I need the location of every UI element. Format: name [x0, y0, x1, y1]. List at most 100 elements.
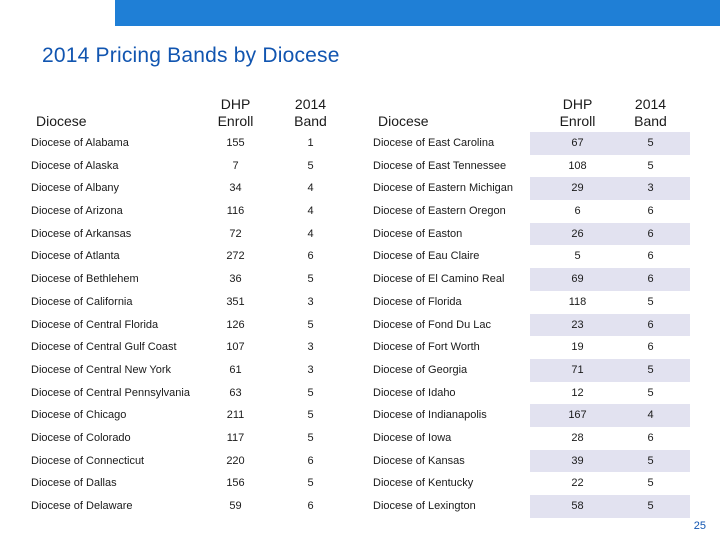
row-shading	[530, 404, 690, 427]
row-shading	[530, 336, 690, 359]
row-shading	[530, 222, 690, 246]
table-row: Diocese of Florida 118 5	[370, 290, 700, 314]
enroll-cell: 107	[226, 341, 245, 354]
band-cell: 5	[307, 409, 314, 422]
enroll-cell: 126	[226, 318, 245, 331]
enroll-cell: 29	[571, 182, 584, 195]
row-shading	[530, 381, 690, 405]
diocese-name-cell: Diocese of Fond Du Lac	[373, 318, 492, 331]
row-shading	[530, 154, 690, 178]
enroll-cell: 72	[229, 227, 242, 240]
row-shading	[530, 290, 690, 314]
enroll-cell: 155	[226, 137, 245, 149]
table-row: Diocese of Central Florida 126 5	[28, 314, 348, 337]
diocese-name-cell: Diocese of Dallas	[31, 477, 117, 490]
diocese-name-cell: Diocese of Arkansas	[31, 227, 132, 240]
enroll-cell: 71	[571, 363, 584, 376]
band-cell: 5	[647, 500, 654, 512]
diocese-name-cell: Diocese of Central Pennsylvania	[31, 386, 190, 399]
enroll-cell: 28	[571, 431, 584, 444]
table-row: Diocese of Fort Worth 19 6	[370, 336, 700, 359]
row-shading	[530, 245, 690, 269]
table-row: Diocese of Iowa 28 6	[370, 426, 700, 450]
band-cell: 5	[647, 363, 654, 376]
right-table-body: Diocese of East Carolina 67 5 Diocese of Ea…	[370, 132, 700, 518]
enroll-cell: 58	[571, 500, 584, 512]
diocese-name-cell: Diocese of Eau Claire	[373, 250, 480, 263]
table-row: Diocese of Alaska 7 5	[28, 155, 348, 178]
band-cell: 5	[647, 477, 654, 490]
enroll-cell: 7	[232, 159, 239, 172]
band-cell: 6	[647, 250, 654, 263]
diocese-name-cell: Diocese of Central New York	[31, 363, 172, 376]
left-table: Diocese DHP Enroll 2014 Band Diocese of …	[28, 92, 348, 518]
table-row: Diocese of Central New York 61 3	[28, 359, 348, 382]
enroll-cell: 220	[226, 454, 245, 467]
diocese-name-cell: Diocese of Kentucky	[373, 477, 474, 490]
diocese-name-cell: Diocese of Bethlehem	[31, 273, 139, 286]
band-column-header: 2014 Band	[634, 96, 667, 129]
diocese-name-cell: Diocese of Atlanta	[31, 250, 120, 263]
table-row: Diocese of Kansas 39 5	[370, 449, 700, 473]
band-cell: 4	[307, 205, 314, 218]
band-cell: 6	[647, 227, 654, 240]
table-row: Diocese of Eastern Michigan 29 3	[370, 177, 700, 201]
table-row: Diocese of Atlanta 272 6	[28, 245, 348, 268]
enroll-cell: 22	[571, 477, 584, 490]
band-cell: 5	[647, 454, 654, 467]
diocese-name-cell: Diocese of Alaska	[31, 159, 119, 172]
enroll-cell: 39	[571, 454, 584, 467]
row-shading	[530, 426, 690, 450]
diocese-name-cell: Diocese of Easton	[373, 227, 463, 240]
row-shading	[530, 177, 690, 201]
table-row: Diocese of Eau Claire 5 6	[370, 245, 700, 269]
band-cell: 6	[647, 205, 654, 218]
enroll-cell: 34	[229, 182, 242, 195]
table-row: Diocese of Lexington 58 5	[370, 495, 700, 518]
band-cell: 6	[307, 500, 314, 512]
band-cell: 5	[647, 295, 654, 308]
enroll-cell: 36	[229, 273, 242, 286]
enroll-column-header: DHP Enroll	[559, 96, 596, 129]
diocese-column-header: Diocese	[378, 113, 429, 129]
table-row: Diocese of Bethlehem 36 5	[28, 268, 348, 291]
diocese-name-cell: Diocese of Georgia	[373, 363, 468, 376]
band-cell: 5	[307, 159, 314, 172]
left-table-body: Diocese of Alabama 155 1 Diocese of Alaska 7…	[28, 132, 348, 518]
table-row: Diocese of Kentucky 22 5	[370, 472, 700, 495]
table-row: Diocese of Idaho 12 5	[370, 381, 700, 405]
diocese-name-cell: Diocese of Kansas	[373, 454, 465, 467]
band-cell: 3	[307, 341, 314, 354]
enroll-cell: 117	[226, 431, 245, 444]
diocese-name-cell: Diocese of Alabama	[31, 137, 129, 149]
enroll-cell: 118	[568, 295, 587, 308]
band-cell: 6	[647, 341, 654, 354]
band-cell: 4	[307, 227, 314, 240]
row-shading	[530, 449, 690, 473]
enroll-cell: 61	[229, 363, 242, 376]
table-row: Diocese of Chicago 211 5	[28, 404, 348, 427]
diocese-name-cell: Diocese of East Carolina	[373, 137, 495, 149]
enroll-column-header: DHP Enroll	[217, 96, 254, 129]
diocese-name-cell: Diocese of Fort Worth	[373, 341, 480, 354]
band-cell: 6	[647, 318, 654, 331]
table-row: Diocese of Central Pennsylvania 63 5	[28, 382, 348, 405]
diocese-name-cell: Diocese of Albany	[31, 182, 120, 195]
table-row: Diocese of Colorado 117 5	[28, 427, 348, 450]
table-row: Diocese of Fond Du Lac 23 6	[370, 313, 700, 337]
band-cell: 3	[307, 363, 314, 376]
diocese-name-cell: Diocese of Indianapolis	[373, 409, 487, 422]
header-accent-bar	[115, 0, 720, 26]
table-row: Diocese of Arkansas 72 4	[28, 223, 348, 246]
table-row: Diocese of Connecticut 220 6	[28, 450, 348, 473]
page-title: 2014 Pricing Bands by Diocese	[42, 44, 340, 67]
band-cell: 5	[647, 386, 654, 399]
diocese-name-cell: Diocese of Iowa	[373, 431, 452, 444]
enroll-cell: 23	[571, 318, 584, 331]
enroll-cell: 351	[226, 295, 245, 308]
table-row: Diocese of El Camino Real 69 6	[370, 268, 700, 291]
enroll-cell: 67	[571, 137, 584, 149]
diocese-name-cell: Diocese of Eastern Michigan	[373, 182, 514, 195]
diocese-name-cell: Diocese of El Camino Real	[373, 273, 505, 286]
table-row: Diocese of Alabama 155 1	[28, 132, 348, 155]
